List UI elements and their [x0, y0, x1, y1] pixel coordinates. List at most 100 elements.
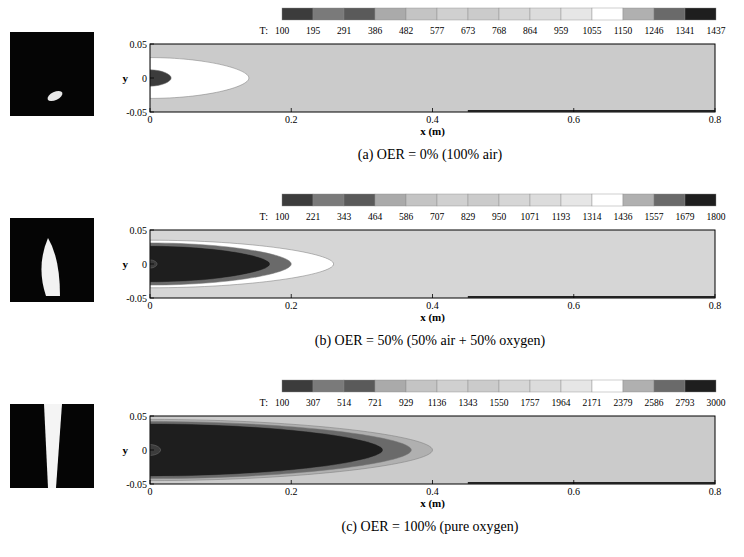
isotherm-region	[150, 419, 433, 480]
figure: T:10019529138648257767376886495910551150…	[0, 0, 744, 557]
y-tick	[150, 44, 154, 45]
colorbar-tick-label: 1071	[521, 212, 540, 222]
x-tick-label: 0.2	[285, 114, 298, 125]
x-tick	[432, 294, 433, 298]
isotherm-region	[150, 246, 270, 283]
y-tick	[150, 298, 154, 299]
colorbar-tick-label: 1314	[583, 212, 602, 222]
y-tick	[150, 230, 154, 231]
plot-area	[150, 44, 715, 112]
colorbar-cell	[282, 8, 313, 20]
colorbar-cell	[406, 8, 437, 20]
colorbar-tick-label: 929	[399, 398, 414, 408]
plot-frame	[150, 230, 715, 298]
colorbar-tick-label: 1436	[614, 212, 633, 222]
colorbar-tick-label: 1136	[428, 398, 447, 408]
x-tick-label: 0.6	[568, 114, 581, 125]
colorbar-tick-label: 482	[399, 26, 414, 36]
panel: T:10022134346458670782995010711193131414…	[10, 194, 726, 349]
colorbar-cell	[282, 194, 313, 206]
colorbar-cell	[561, 380, 592, 392]
x-tick-label: 0.4	[426, 114, 439, 125]
colorbar-cell	[592, 8, 623, 20]
y-tick	[150, 484, 154, 485]
caption: (b) OER = 50% (50% air + 50% oxygen)	[315, 333, 546, 349]
colorbar-tick-label: 514	[337, 398, 352, 408]
field	[150, 416, 715, 484]
flame-photo	[10, 32, 94, 116]
y-tick	[150, 112, 154, 113]
x-axis-title: x (m)	[420, 311, 445, 324]
colorbar-cell	[685, 8, 716, 20]
colorbar-cell	[623, 380, 654, 392]
flame-shape	[44, 404, 62, 488]
y-axis-title: y	[123, 444, 129, 456]
isotherm-region	[150, 445, 161, 456]
flame-shape	[41, 238, 60, 296]
x-tick-label: 0.6	[568, 486, 581, 497]
colorbar-tick-label: 1550	[490, 398, 509, 408]
colorbar-tick-label: 577	[430, 26, 445, 36]
colorbar-tick-label: 291	[337, 26, 352, 36]
colorbar-cell	[499, 8, 530, 20]
colorbar-tick-label: 1341	[676, 26, 695, 36]
colorbar-tick-label: 2793	[676, 398, 695, 408]
y-tick-label: -0.05	[126, 479, 147, 490]
colorbar-tick-label: 721	[368, 398, 383, 408]
x-tick-label: 0.6	[568, 300, 581, 311]
colorbar-cell	[499, 194, 530, 206]
colorbar-tick-label: 2171	[583, 398, 602, 408]
colorbar-cell	[375, 194, 406, 206]
colorbar-tick-label: 100	[275, 398, 290, 408]
colorbar-cell	[654, 380, 685, 392]
y-tick	[150, 264, 154, 265]
colorbar-tick-label: 2586	[645, 398, 664, 408]
colorbar-tick-label: 343	[337, 212, 352, 222]
colorbar-cell	[685, 380, 716, 392]
x-tick-label: 0.8	[709, 114, 722, 125]
colorbar-cell	[561, 194, 592, 206]
wall	[468, 296, 715, 298]
colorbar-cell	[375, 380, 406, 392]
colorbar-tick-label: 1437	[707, 26, 726, 36]
colorbar-tick-label: 1246	[645, 26, 664, 36]
colorbar-tick-label: 1343	[459, 398, 478, 408]
x-tick-label: 0.8	[709, 300, 722, 311]
y-axis-title: y	[123, 258, 129, 270]
x-tick	[150, 480, 151, 484]
colorbar-tick-label: 307	[306, 398, 321, 408]
y-tick-label: 0.05	[130, 225, 148, 236]
wall	[468, 482, 715, 484]
y-axis-title: y	[123, 72, 129, 84]
y-tick	[150, 78, 154, 79]
colorbar-cell	[654, 8, 685, 20]
x-axis-title: x (m)	[420, 125, 445, 138]
colorbar-cell	[437, 194, 468, 206]
y-tick-label: 0.05	[130, 39, 148, 50]
colorbar-tick-label: 707	[430, 212, 445, 222]
colorbar-tick-label: 100	[275, 26, 290, 36]
colorbar-label: T:	[260, 211, 268, 222]
caption: (a) OER = 0% (100% air)	[358, 147, 503, 163]
colorbar-cell	[313, 380, 344, 392]
colorbar-cell	[313, 8, 344, 20]
isotherm-region	[150, 70, 171, 86]
colorbar-tick-label: 768	[492, 26, 507, 36]
isotherm-region	[150, 58, 249, 99]
colorbar-cell	[623, 8, 654, 20]
colorbar-tick-label: 3000	[707, 398, 726, 408]
y-tick-label: 0	[142, 259, 147, 270]
colorbar-tick-label: 1800	[707, 212, 726, 222]
colorbar-tick-label: 586	[399, 212, 414, 222]
x-axis-title: x (m)	[420, 497, 445, 510]
x-tick	[291, 294, 292, 298]
colorbar-cell	[592, 194, 623, 206]
colorbar-cell	[468, 380, 499, 392]
flame-shape	[46, 89, 64, 103]
x-tick	[291, 108, 292, 112]
photo-background	[10, 218, 94, 302]
colorbar-cell	[375, 8, 406, 20]
isotherm-region	[150, 421, 411, 478]
y-tick-label: 0.05	[130, 411, 148, 422]
colorbar-tick-label: 195	[306, 26, 321, 36]
